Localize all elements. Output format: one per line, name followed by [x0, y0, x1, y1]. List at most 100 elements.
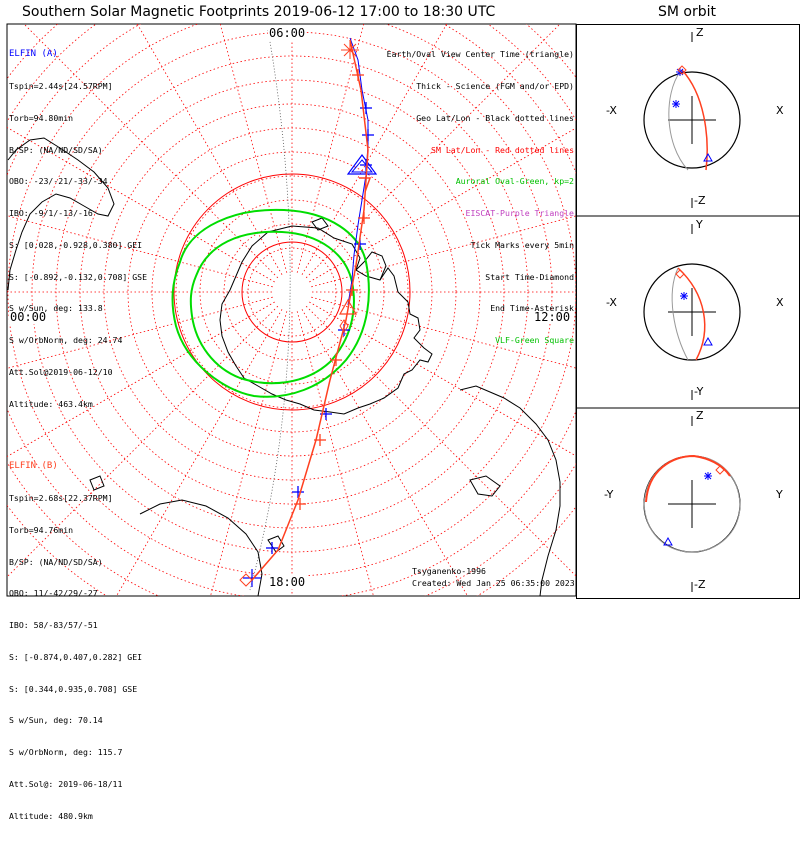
- created-label: Created: Wed Jan 25 06:35:00 2023: [412, 578, 575, 588]
- elfin-a-view-triangle: [346, 153, 378, 175]
- p1-axis-left: -X: [606, 104, 617, 117]
- orbit-start-diamond: [715, 465, 725, 475]
- legend-item: VLF-Green Square: [495, 335, 574, 346]
- orbit-path-b: [677, 267, 706, 361]
- model-label: Tsyganenko-1996: [412, 566, 486, 576]
- island-a: [267, 535, 285, 553]
- elfin-b-track-line: [251, 39, 369, 581]
- sm-longitude-line: [7, 305, 279, 578]
- peninsula-coast: [355, 251, 387, 281]
- elfin-b-start-asterisk: [341, 41, 359, 59]
- p3-axis-bottom: -Z: [694, 578, 706, 591]
- legend-item: Geo Lat/Lon - Black dotted lines: [416, 112, 574, 123]
- clock-label-top: 06:00: [268, 26, 307, 40]
- p3-axis-left: -Y: [604, 488, 614, 501]
- legend-item: EISCAT-Purple Triangle: [465, 208, 574, 219]
- legend-item: End Time-Asterisk: [490, 303, 574, 314]
- legend-item: Earth/Oval View Center Time (triangle): [386, 49, 574, 60]
- elfin-a-line: IBO: -9/1/-13/-16: [9, 208, 93, 219]
- sm-longitude-line: [210, 311, 288, 596]
- footprint-figure: Southern Solar Magnetic Footprints 2019-…: [6, 4, 800, 821]
- orbit-path-b: [645, 454, 731, 503]
- orbit-earth-circle: [643, 71, 741, 169]
- elfin-b-name: ELFIN (B): [9, 461, 58, 472]
- sm-longitude-line: [311, 215, 576, 288]
- orbit-start-diamond: [675, 269, 685, 279]
- sm-longitude-line: [301, 24, 448, 275]
- sm-longitude-line: [7, 215, 273, 288]
- orbit-end-asterisk: [672, 100, 680, 108]
- auroral-oval-outer: [171, 208, 370, 398]
- elfin-b-line: S: [0.344,0.935,0.708] GSE: [9, 683, 138, 694]
- elfin-b-line: Att.Sol@: 2019-06-18/11: [9, 779, 123, 789]
- elfin-b-line: OBO: 11/-42/29/-27: [9, 588, 98, 599]
- tierra-del-fuego: [469, 475, 501, 497]
- legend-item: Start Time-Diamond: [485, 271, 574, 282]
- elfin-a-line: Altitude: 463.4km: [9, 398, 93, 409]
- sm-longitude-line: [311, 296, 576, 369]
- orbit-end-asterisk: [680, 292, 688, 300]
- legend-item: Auroral Oval-Green, kp=2: [455, 176, 574, 187]
- elfin-b-info: ELFIN (B) Tspin=2.68s[22.37RPM] Torb=94.…: [9, 440, 142, 843]
- geo-meridian-line: [249, 29, 291, 591]
- australia-coast: [139, 499, 263, 596]
- orbit-view-triangle: [663, 536, 673, 546]
- clock-label-bottom: 18:00: [268, 575, 307, 589]
- sm-longitude-line: [136, 24, 283, 275]
- sm-latitude-circle: [223, 223, 361, 361]
- auroral-oval: [171, 208, 370, 398]
- p3-axis-right: Y: [776, 488, 783, 501]
- p2-axis-top: Y: [696, 218, 703, 231]
- elfin-b-line: Altitude: 480.9km: [9, 810, 93, 821]
- sm-longitude-line: [301, 309, 468, 596]
- auroral-oval-inner: [189, 230, 355, 385]
- elfin-b-line: B/SP: (NA/ND/SD/SA): [9, 556, 103, 567]
- sm-longitude-line: [219, 24, 288, 273]
- orbit-path-b: [681, 69, 708, 171]
- sm-longitude-line: [309, 301, 576, 457]
- elfin-a-line: Att.Sol@2019-06-12/10: [9, 367, 113, 377]
- p1-axis-top: Z: [696, 26, 704, 39]
- orbit-title: SM orbit: [658, 4, 717, 20]
- sm-longitude-line: [7, 126, 275, 283]
- island-b: [311, 217, 329, 231]
- plot-title: Southern Solar Magnetic Footprints 2019-…: [22, 4, 496, 20]
- p2-axis-left: -X: [606, 296, 617, 309]
- orbit-path-a-gray: [671, 267, 689, 361]
- africa-coast: [7, 137, 115, 291]
- elfin-b-line: S: [-0.874,0.407,0.282] GEI: [9, 651, 143, 662]
- sm-longitude-line: [309, 127, 576, 283]
- elfin-b-thick-segment: [359, 177, 372, 193]
- sm-grid: [7, 24, 576, 596]
- p1-axis-bottom: -Z: [694, 194, 706, 207]
- antarctica-coast: [219, 225, 433, 415]
- clock-label-right: 12:00: [533, 310, 572, 324]
- legend-item: SM Lat/Lon - Red dotted lines: [431, 144, 574, 155]
- sm-longitude-line: [296, 311, 374, 596]
- sm-reference-circle: [173, 173, 411, 411]
- elfin-a-line: S w/Sun, deg: 133.8: [9, 303, 103, 314]
- orbit-start-diamond: [677, 65, 687, 75]
- legend-item: Thick - Science (FGM and/or EPD): [416, 80, 574, 91]
- sm-longitude-line: [7, 301, 275, 458]
- sm-longitude-line: [7, 296, 273, 369]
- sm-pole-circle: [241, 241, 343, 343]
- legend: Earth/Oval View Center Time (triangle) T…: [387, 28, 574, 367]
- track-elfin-b: [239, 39, 372, 587]
- elfin-a-line: Torb=94.80min: [9, 112, 74, 123]
- elfin-a-info: ELFIN (A) Tspin=2.44s[24.57RPM] Torb=94.…: [9, 28, 147, 431]
- orbit-view-triangle: [703, 152, 713, 162]
- coastlines: [7, 137, 561, 596]
- legend-item: Tick Marks every 5min: [470, 239, 574, 250]
- orbit-earth-circle: [643, 263, 741, 361]
- sm-longitude-line: [296, 24, 365, 273]
- south-america-coast: [459, 385, 561, 596]
- elfin-a-end-asterisk: [243, 569, 261, 587]
- elfin-b-line: IBO: 58/-83/57/-51: [9, 620, 98, 631]
- island-c: [89, 475, 105, 491]
- p2-axis-right: X: [776, 296, 784, 309]
- orbit-end-asterisk: [704, 472, 712, 480]
- orbit-view-triangle: [703, 336, 713, 346]
- elfin-a-line: B/SP: (NA/ND/SD/SA): [9, 144, 103, 155]
- p3-axis-top: Z: [696, 409, 704, 422]
